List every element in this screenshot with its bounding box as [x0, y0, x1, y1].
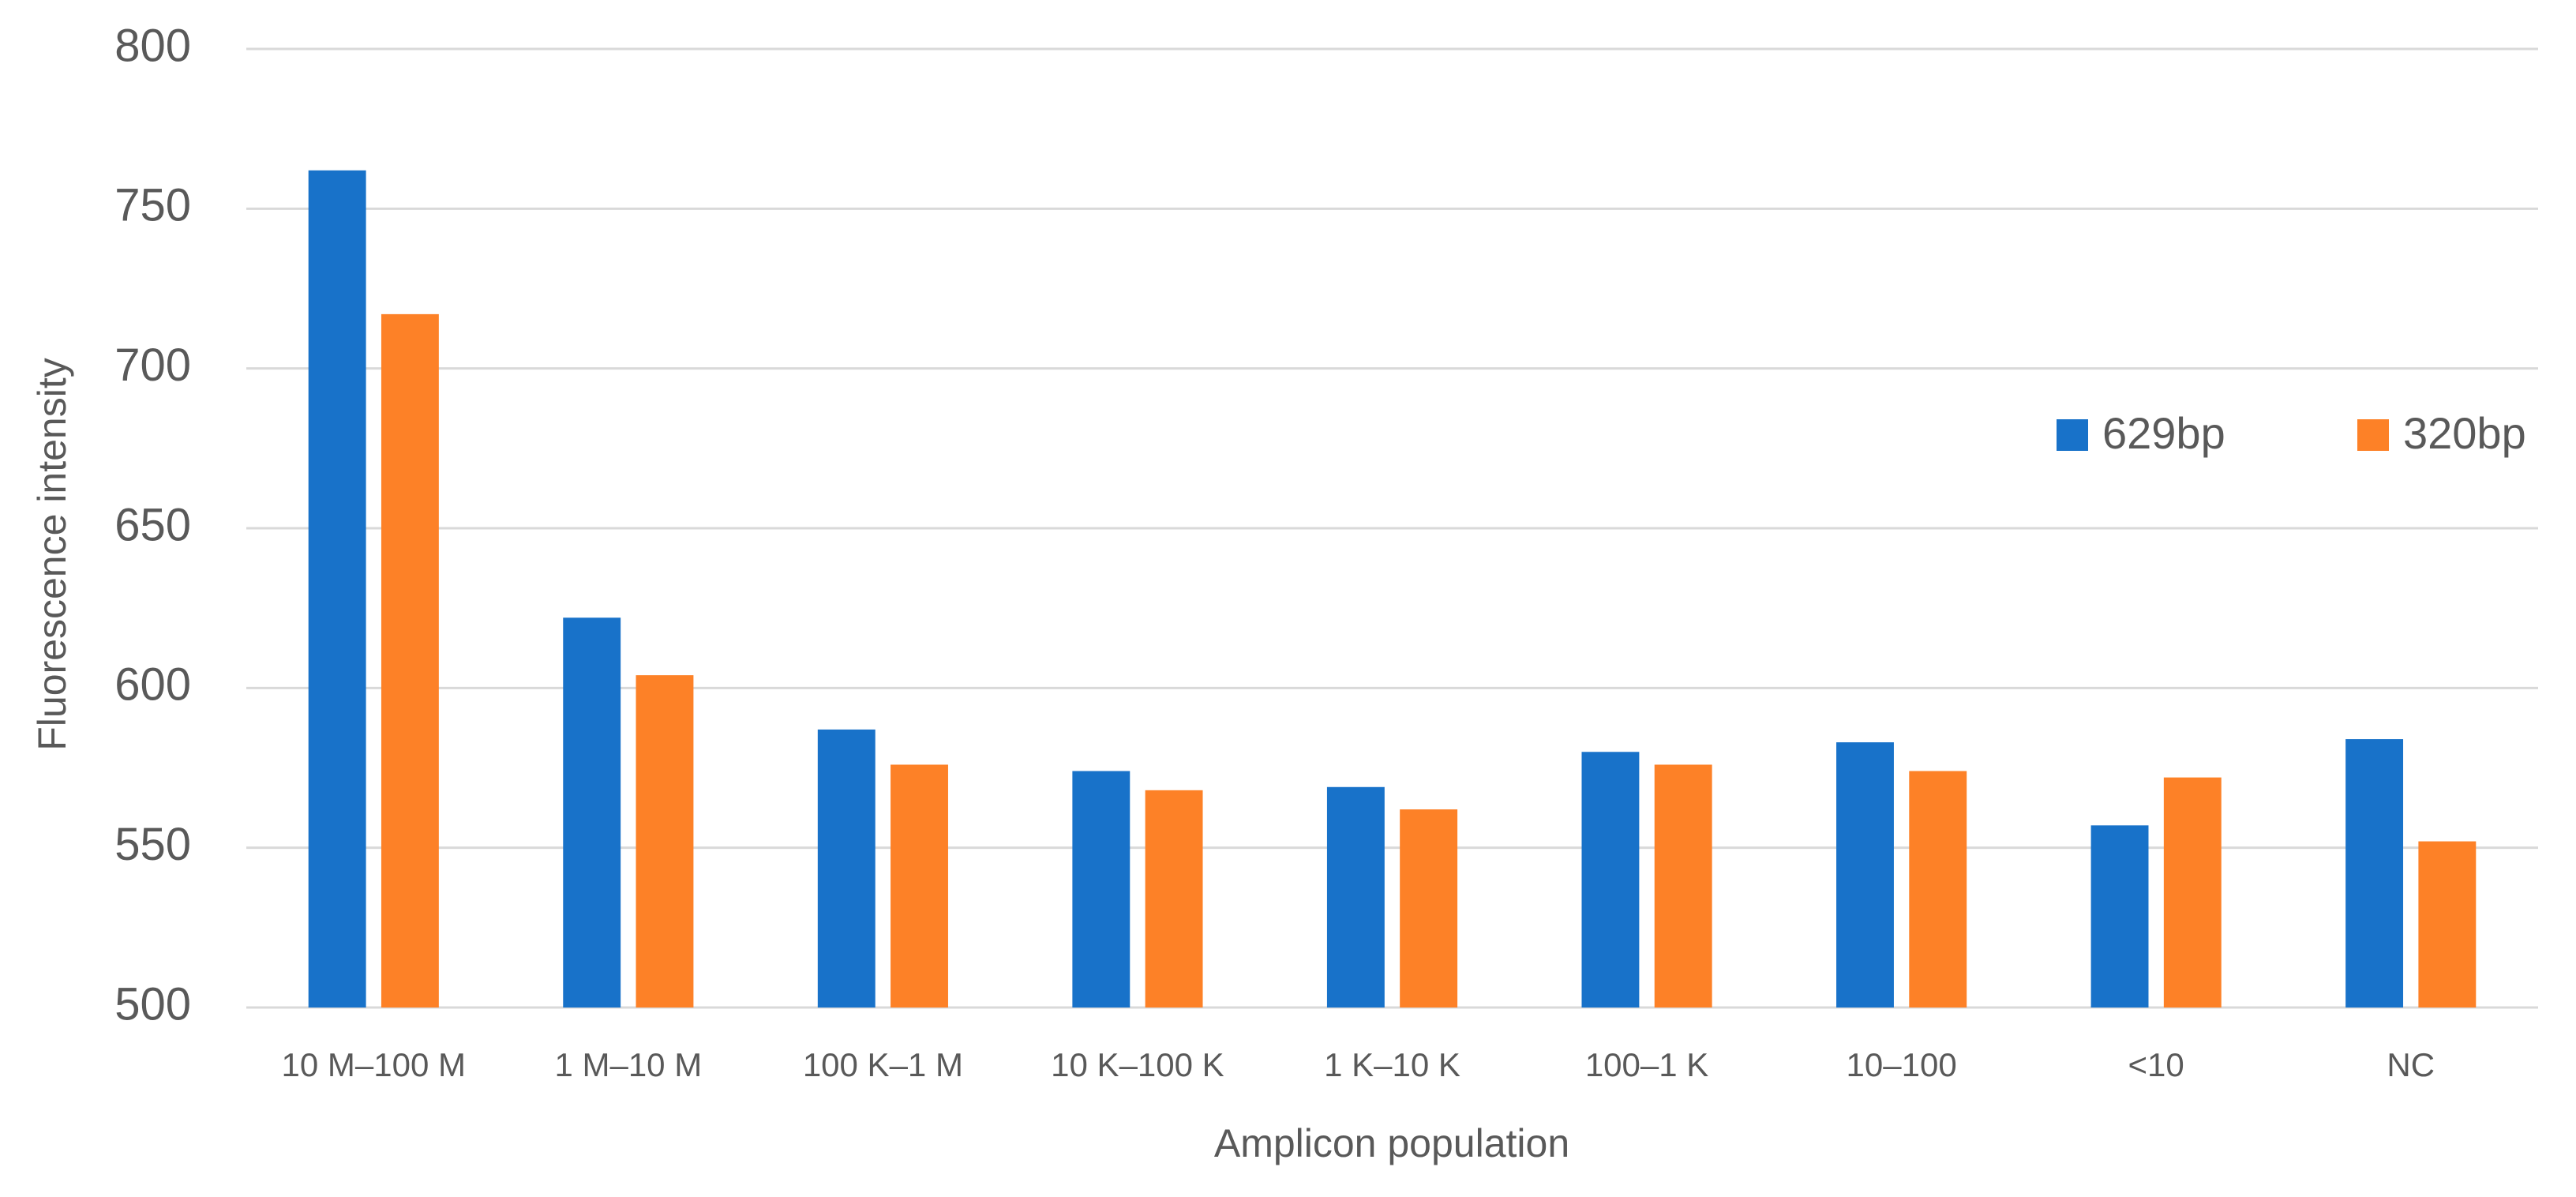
x-tick-label: <10: [2128, 1046, 2184, 1083]
x-tick-label: 1 K–10 K: [1324, 1046, 1460, 1083]
bar: [636, 675, 694, 1008]
bar: [1072, 771, 1131, 1008]
x-tick-label: 100–1 K: [1585, 1046, 1708, 1083]
bar: [563, 617, 621, 1008]
y-tick-label: 600: [114, 659, 191, 711]
bar: [381, 313, 439, 1008]
legend-label: 629bp: [2102, 408, 2225, 458]
x-tick-label: NC: [2387, 1046, 2435, 1083]
legend-swatch: [2057, 419, 2088, 451]
bar: [2163, 777, 2222, 1008]
x-axis-title: Amplicon population: [1214, 1121, 1569, 1165]
y-axis-title: Fluorescence intensity: [30, 358, 74, 750]
bar: [1145, 790, 1203, 1008]
bar: [1326, 786, 1385, 1008]
y-tick-label: 700: [114, 340, 191, 391]
bar: [1836, 742, 1894, 1008]
bar: [308, 170, 366, 1008]
bar: [1581, 752, 1640, 1008]
legend-label: 320bp: [2403, 408, 2526, 458]
bar: [2090, 825, 2149, 1008]
x-tick-label: 100 K–1 M: [803, 1046, 963, 1083]
y-tick-label: 800: [114, 20, 191, 71]
y-tick-label: 500: [114, 978, 191, 1030]
bar: [1654, 764, 1712, 1008]
bar: [1400, 809, 1458, 1008]
y-tick-label: 750: [114, 180, 191, 231]
bar: [1909, 771, 1967, 1008]
x-tick-label: 10 K–100 K: [1051, 1046, 1224, 1083]
x-tick-label: 10 M–100 M: [282, 1046, 466, 1083]
legend-swatch: [2357, 419, 2389, 451]
bar: [2418, 841, 2477, 1008]
bar: [2345, 739, 2404, 1008]
bar: [817, 729, 876, 1008]
x-tick-label: 10–100: [1847, 1046, 1957, 1083]
y-tick-label: 650: [114, 499, 191, 550]
x-tick-label: 1 M–10 M: [554, 1046, 702, 1083]
y-tick-label: 550: [114, 819, 191, 870]
bar: [891, 764, 948, 1008]
